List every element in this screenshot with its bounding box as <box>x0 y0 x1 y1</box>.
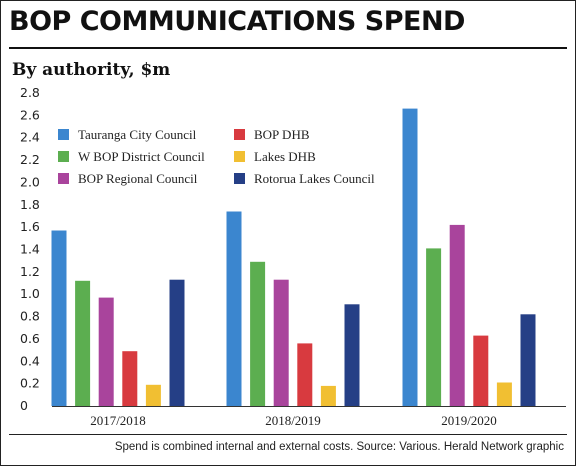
footer-divider <box>9 434 567 435</box>
chart-subtitle: By authority, $m <box>12 60 171 80</box>
x-tick-label: 2019/2020 <box>441 413 497 428</box>
legend-label: W BOP District Council <box>78 149 205 164</box>
bar-2018-2019-bop-dhb <box>297 343 313 406</box>
bar-2018-2019-w-bop-district-council <box>250 261 266 406</box>
bar-2017-2018-rotorua-lakes-council <box>169 279 185 406</box>
legend-swatch <box>234 151 245 162</box>
legend-label: BOP DHB <box>254 127 310 142</box>
x-tick-label: 2017/2018 <box>90 413 146 428</box>
legend-label: Lakes DHB <box>254 149 316 164</box>
bar-2019-2020-tauranga-city-council <box>402 108 418 406</box>
y-tick-label: 0.8 <box>20 309 40 324</box>
legend-swatch <box>58 151 69 162</box>
y-tick-label: 2.2 <box>20 152 40 167</box>
bar-2019-2020-bop-regional-council <box>449 224 465 406</box>
y-tick-label: 2.8 <box>20 85 40 100</box>
bar-2017-2018-bop-regional-council <box>98 297 114 406</box>
legend-label: BOP Regional Council <box>78 171 198 186</box>
bar-2019-2020-lakes-dhb <box>496 382 512 406</box>
y-tick-label: 1.8 <box>20 197 40 212</box>
y-tick-label: 2.0 <box>20 174 40 189</box>
y-tick-label: 1.0 <box>20 286 40 301</box>
y-tick-label: 2.4 <box>20 130 40 145</box>
y-tick-label: 0.6 <box>20 331 40 346</box>
y-tick-label: 1.4 <box>20 242 40 257</box>
y-tick-label: 1.2 <box>20 264 40 279</box>
bar-2018-2019-rotorua-lakes-council <box>344 304 360 406</box>
bar-2019-2020-rotorua-lakes-council <box>520 314 536 406</box>
bar-2017-2018-bop-dhb <box>122 351 138 406</box>
legend-swatch <box>234 129 245 140</box>
legend-label: Tauranga City Council <box>78 127 197 142</box>
bar-2018-2019-bop-regional-council <box>273 279 289 406</box>
bar-2017-2018-tauranga-city-council <box>51 230 67 406</box>
legend-swatch <box>234 173 245 184</box>
bar-2017-2018-lakes-dhb <box>145 384 161 406</box>
bar-2019-2020-w-bop-district-council <box>426 248 442 406</box>
title-divider <box>9 47 567 49</box>
y-tick-label: 0.4 <box>20 353 40 368</box>
y-tick-label: 2.6 <box>20 107 40 122</box>
legend-label: Rotorua Lakes Council <box>254 171 375 186</box>
y-tick-label: 1.6 <box>20 219 40 234</box>
bar-2018-2019-tauranga-city-council <box>226 211 242 406</box>
bar-2018-2019-lakes-dhb <box>320 385 336 406</box>
y-tick-label: 0.2 <box>20 376 40 391</box>
y-tick-label: 0 <box>20 398 28 413</box>
bar-2017-2018-w-bop-district-council <box>75 280 91 406</box>
legend-swatch <box>58 129 69 140</box>
bar-2019-2020-bop-dhb <box>473 335 489 406</box>
x-tick-label: 2018/2019 <box>265 413 321 428</box>
legend-swatch <box>58 173 69 184</box>
chart-title: BOP COMMUNICATIONS SPEND <box>9 6 465 37</box>
source-note: Spend is combined internal and external … <box>114 441 564 453</box>
